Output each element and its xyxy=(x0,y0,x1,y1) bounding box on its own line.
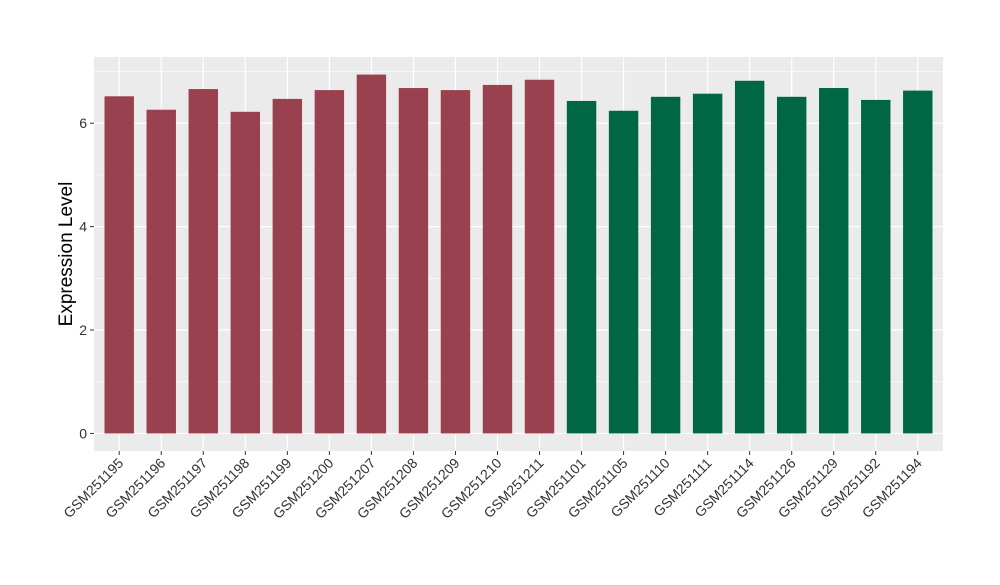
bar-GSM251196 xyxy=(146,109,176,434)
bar-GSM251126 xyxy=(776,96,807,434)
bar-GSM251208 xyxy=(398,88,429,434)
bars xyxy=(104,74,933,434)
bar-GSM251129 xyxy=(819,88,849,434)
bar-GSM251210 xyxy=(482,84,513,434)
bar-GSM251198 xyxy=(230,111,261,434)
plot-panel xyxy=(94,57,943,451)
bar-GSM251209 xyxy=(440,90,471,434)
bar-GSM251110 xyxy=(650,96,681,434)
x-axis: GSM251195GSM251196GSM251197GSM251198GSM2… xyxy=(60,451,925,522)
bar-GSM251105 xyxy=(608,110,639,434)
bar-GSM251200 xyxy=(314,90,345,434)
y-axis-label: Expression Level xyxy=(56,182,77,327)
bar-GSM251211 xyxy=(524,79,555,434)
bar-GSM251111 xyxy=(692,93,723,434)
y-tick-label: 2 xyxy=(79,322,87,338)
y-axis: 0 2 4 6 xyxy=(79,115,94,441)
y-tick-label: 6 xyxy=(79,115,87,131)
bar-GSM251197 xyxy=(188,89,218,434)
y-tick-label: 0 xyxy=(79,425,87,441)
bar-GSM251114 xyxy=(734,80,765,434)
bar-GSM251207 xyxy=(356,74,387,434)
bar-GSM251199 xyxy=(272,98,303,434)
bar-GSM251194 xyxy=(903,90,933,434)
bar-GSM251195 xyxy=(104,96,134,434)
y-tick-label: 4 xyxy=(79,219,87,235)
bar-GSM251101 xyxy=(566,100,597,434)
bar-GSM251192 xyxy=(861,99,891,434)
